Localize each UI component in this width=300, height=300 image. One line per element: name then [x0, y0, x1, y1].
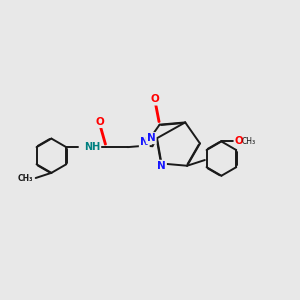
- Text: CH₃: CH₃: [18, 174, 33, 183]
- Text: O: O: [151, 94, 160, 104]
- Text: CH₃: CH₃: [242, 137, 256, 146]
- Text: N: N: [157, 161, 166, 171]
- Text: O: O: [96, 117, 104, 127]
- Text: N: N: [147, 133, 156, 143]
- Text: N: N: [140, 137, 148, 147]
- Text: O: O: [235, 136, 244, 146]
- Text: NH: NH: [84, 142, 100, 152]
